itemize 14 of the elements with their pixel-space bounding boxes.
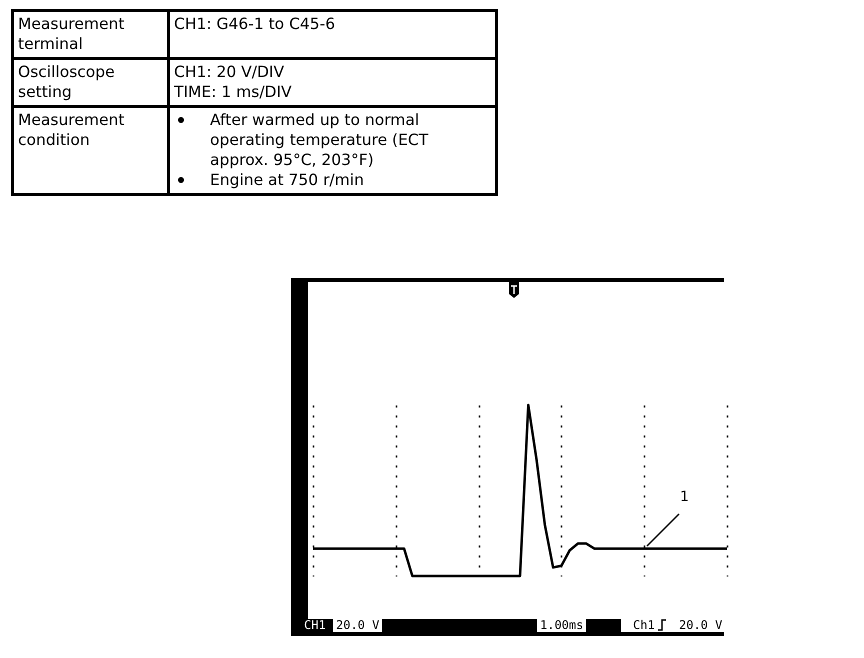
text: Measurement terminal [12, 10, 168, 58]
text: Ch1 [633, 618, 655, 632]
text: Oscilloscope setting [12, 58, 168, 106]
text: CH1 [304, 618, 326, 632]
text: CH1: 20 V/DIV [174, 63, 284, 81]
text: 20.0 V [333, 618, 382, 632]
text: After warmed up to normal operating temperature (ECT approx. 95°C, 203°F) [209, 110, 430, 170]
text: 20.0 V [677, 618, 724, 632]
text: CH1: G46-1 to C45-6 [168, 10, 496, 58]
text: TIME: 1 ms/DIV [174, 83, 292, 101]
text: Engine at 750 r/min [209, 170, 365, 190]
annotation: 1 [680, 488, 689, 505]
text: 1.00ms [537, 618, 586, 632]
text: Measurement condition [12, 106, 168, 194]
